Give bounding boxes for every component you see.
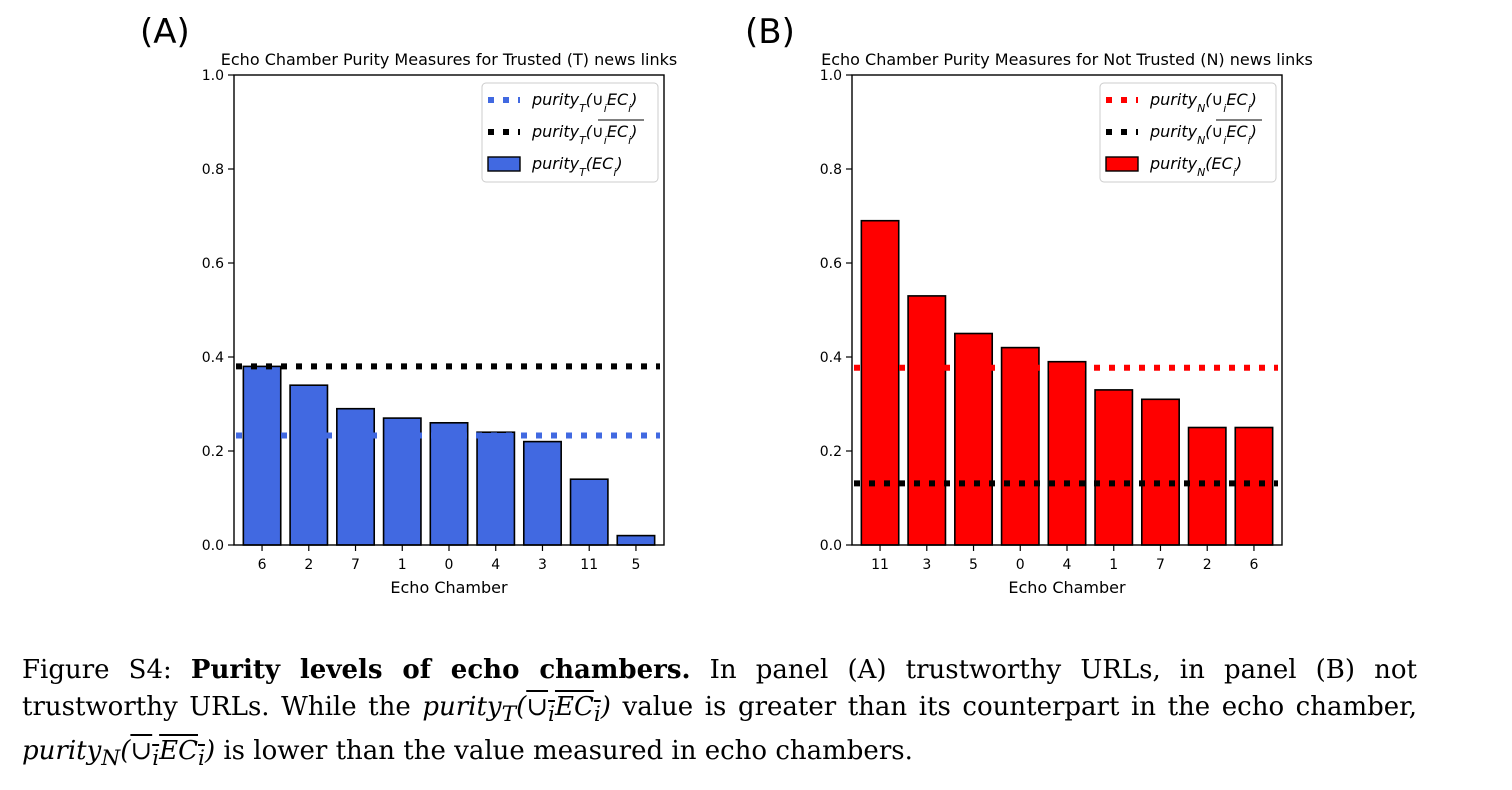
x-tick-label: 0: [1016, 557, 1025, 573]
chart-title: Echo Chamber Purity Measures for Not Tru…: [821, 50, 1313, 69]
bar: [476, 431, 516, 546]
x-tick-label: 11: [871, 557, 889, 573]
x-tick-label: 3: [538, 557, 547, 573]
y-tick-label: 0.4: [202, 350, 224, 366]
x-tick-label: 2: [304, 557, 313, 573]
bar: [1000, 346, 1040, 546]
legend-swatch: [487, 156, 521, 172]
legend-label: purityT(ECi): [531, 154, 623, 179]
bar: [289, 384, 329, 546]
y-tick-label: 0.2: [820, 444, 842, 460]
x-tick-label: 0: [445, 557, 454, 573]
caption-text-1: In panel (A) trustworthy URLs, in panel …: [22, 655, 1418, 722]
legend: [1099, 82, 1277, 183]
legend-label: purityT(∪iECi): [531, 90, 637, 115]
bar: [242, 365, 282, 546]
x-tick-label: 1: [398, 557, 407, 573]
x-axis-label: Echo Chamber: [390, 578, 508, 597]
y-tick-label: 0.2: [202, 444, 224, 460]
caption-math-purity-t: purityT(∪iECi): [422, 692, 611, 728]
panel-label: (B): [745, 12, 795, 52]
legend: [481, 82, 659, 183]
x-tick-label: 5: [969, 557, 978, 573]
figure: (A) Echo Chamber Purity Measures for Trus…: [140, 12, 1313, 597]
bar: [336, 407, 376, 546]
bar: [382, 417, 422, 546]
legend-label: purityN(∪iECi): [1149, 90, 1257, 115]
y-tick-label: 0.8: [202, 162, 224, 178]
bar: [1094, 389, 1134, 546]
y-tick-label: 0.0: [202, 538, 224, 554]
x-tick-label: 11: [580, 557, 598, 573]
x-tick-label: 6: [1249, 557, 1258, 573]
bar: [429, 421, 469, 546]
x-tick-label: 4: [491, 557, 500, 573]
legend-label: purityN(∪iECi): [1149, 122, 1257, 147]
y-tick-label: 0.0: [820, 538, 842, 554]
y-tick-label: 0.8: [820, 162, 842, 178]
x-tick-label: 3: [922, 557, 931, 573]
caption-figure-label: Figure S4:: [22, 655, 172, 685]
bar: [569, 478, 609, 546]
caption-math-purity-n: purityN(∪iECi): [22, 736, 216, 772]
caption-text-3: is lower than the value measured in echo…: [223, 736, 913, 767]
bar: [1234, 426, 1274, 546]
bar: [860, 219, 900, 546]
chart-panel-b: (B) Echo Chamber Purity Measures for Not …: [745, 12, 1313, 597]
x-tick-label: 7: [351, 557, 360, 573]
x-tick-label: 4: [1063, 557, 1072, 573]
bar: [1187, 426, 1227, 546]
x-axis-label: Echo Chamber: [1008, 578, 1126, 597]
bar: [522, 440, 562, 546]
legend-label: purityT(∪iECi): [531, 122, 637, 147]
y-tick-label: 1.0: [820, 68, 842, 84]
x-tick-label: 5: [631, 557, 640, 573]
chart-title: Echo Chamber Purity Measures for Trusted…: [221, 50, 677, 69]
x-tick-label: 6: [258, 557, 267, 573]
x-tick-label: 1: [1109, 557, 1118, 573]
panel-label: (A): [140, 12, 190, 52]
bar: [1047, 360, 1087, 546]
chart-panel-a: (A) Echo Chamber Purity Measures for Trus…: [140, 12, 677, 597]
y-tick-label: 1.0: [202, 68, 224, 84]
y-tick-label: 0.6: [820, 256, 842, 272]
x-tick-label: 2: [1203, 557, 1212, 573]
y-tick-label: 0.6: [202, 256, 224, 272]
y-tick-label: 0.4: [820, 350, 842, 366]
bar: [907, 295, 947, 546]
caption-bold-title: Purity levels of echo chambers.: [190, 655, 691, 685]
bar: [1140, 398, 1180, 546]
figure-caption: Figure S4: Purity levels of echo chamber…: [22, 652, 1417, 777]
legend-swatch: [1105, 156, 1139, 172]
legend-label: purityN(ECi): [1149, 154, 1242, 179]
caption-text-2: value is greater than its counterpart in…: [622, 692, 1418, 722]
bar: [616, 534, 656, 546]
x-tick-label: 7: [1156, 557, 1165, 573]
